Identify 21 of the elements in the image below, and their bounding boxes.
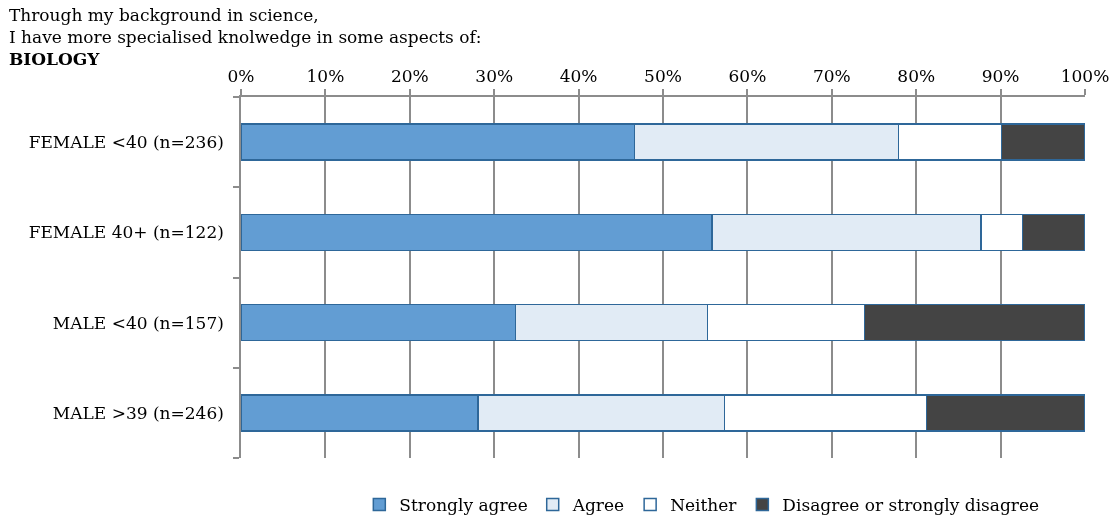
x-tick-label: 60%: [728, 66, 767, 87]
y-tick-label: FEMALE 40+ (n=122): [28, 222, 224, 243]
chart-title: Through my background in science, I have more specialised knolwedge in some aspects of:: [8, 4, 482, 47]
legend-label: Neither: [670, 495, 738, 516]
x-tick-label: 10%: [306, 66, 345, 87]
legend-label: Disagree or strongly disagree: [782, 495, 1040, 516]
x-tick-label: 80%: [897, 66, 936, 87]
y-tick-label: MALE >39 (n=246): [52, 402, 224, 423]
x-tick-label: 70%: [812, 66, 851, 87]
x-tick-label: 40%: [559, 66, 598, 87]
x-tick-label: 50%: [644, 66, 682, 87]
x-tick-label: 0%: [227, 66, 255, 87]
x-tick-label: 90%: [981, 66, 1020, 87]
y-tick-label: FEMALE <40 (n=236): [28, 132, 224, 153]
text: BIOLOGY: [8, 48, 101, 69]
y-tick-label: MALE <40 (n=157): [52, 312, 224, 333]
x-tick-label: 30%: [475, 66, 514, 87]
x-tick-label: 100%: [1060, 66, 1110, 87]
x-tick-label: 20%: [390, 66, 429, 87]
legend-label: Strongly agree: [399, 495, 528, 516]
legend-label: Agree: [571, 495, 625, 516]
